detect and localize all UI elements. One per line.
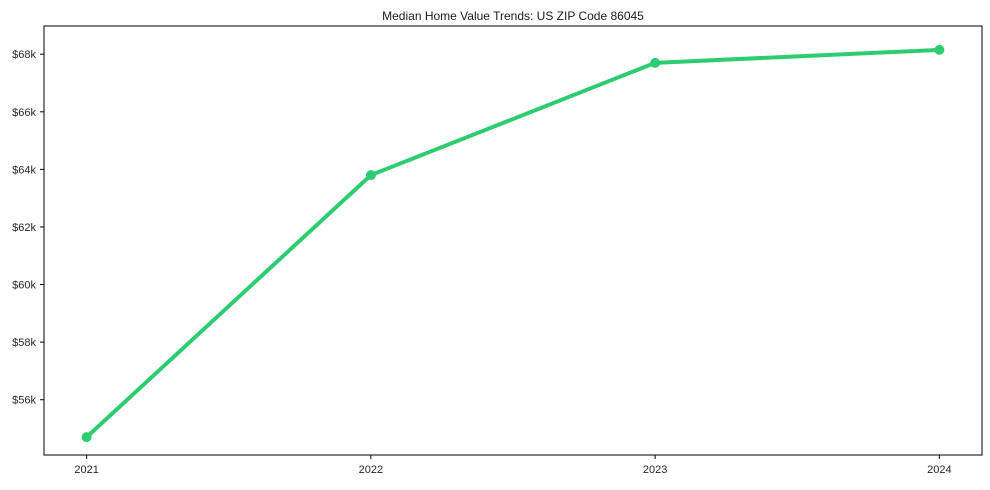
data-point [934,44,945,55]
series-line [84,47,942,440]
data-point [650,57,661,68]
y-tick-label: $68k [12,49,36,61]
x-tick-label: 2021 [74,464,98,476]
axes-frame [43,25,983,456]
data-point [365,170,376,181]
plot-area: $56k $58k $60k $62k $64k $66k $68k 2021 2022 2023… [12,25,983,476]
x-tick-label: 2023 [643,464,667,476]
y-tick-label: $60k [12,280,36,292]
x-tick-label: 2024 [927,464,951,476]
y-tick-label: $56k [12,395,36,407]
y-tick-label: $64k [12,164,36,176]
chart-title: Median Home Value Trends: US ZIP Code 86… [382,9,644,23]
y-tick-label: $66k [12,107,36,119]
data-point [81,432,92,443]
x-tick-label: 2022 [359,464,383,476]
y-tick-label: $58k [12,337,36,349]
y-tick-label: $62k [12,222,36,234]
